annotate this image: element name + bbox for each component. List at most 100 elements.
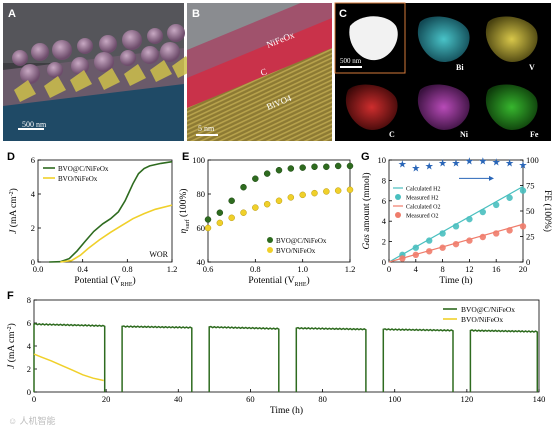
y-tick-label: 40 [197, 257, 206, 267]
panel-d-chart: D 0.0 0.4 0.8 1.2 0 2 4 6 Potential (VRHE) J (mA … [7, 151, 177, 288]
data-point-measured-h2 [506, 194, 513, 201]
data-point-measured-h2 [479, 208, 486, 216]
data-point-bvo-c-nifeox [252, 175, 259, 182]
y2-tick-label: 100 [526, 155, 539, 165]
panel-d-label: D [7, 151, 15, 163]
y-tick-label: 0 [27, 387, 31, 397]
legend-swatch [395, 194, 401, 200]
series-line-bvo-nifeox [60, 204, 173, 263]
panel-c-particle [349, 16, 398, 61]
legend-swatch [395, 212, 401, 218]
sem-particle [167, 24, 185, 42]
y-tick-label: 6 [27, 318, 31, 328]
data-point-measured-o2 [439, 244, 446, 251]
x-tick-label: 20 [102, 394, 111, 404]
data-point-measured-o2 [399, 255, 406, 262]
sem-particle [122, 30, 142, 50]
sem-particle [31, 43, 49, 61]
panel-c-map-bi-label: Bi [456, 63, 464, 72]
x-axis-label: Potential (VRHE) [248, 275, 309, 288]
sem-crystal [150, 60, 172, 82]
fe-star-point: ★ [519, 161, 528, 172]
y2-tick-label: 0 [526, 257, 530, 267]
panel-c-eds-maps: 500 nm Bi V C Ni Fe C [334, 2, 551, 141]
fe-star-point: ★ [398, 160, 407, 171]
y-axis-label: J (mA cm-2) [8, 188, 19, 234]
x-tick-label: 12 [465, 264, 474, 274]
data-point-measured-o2 [479, 233, 486, 241]
stability-segment-5 [382, 328, 454, 392]
fe-star-point: ★ [492, 158, 501, 169]
panel-e-chart: E 0.6 0.8 1.0 1.2 40 60 80 100 Potential (VRHE) η… [178, 151, 355, 288]
fe-star-point: ★ [465, 157, 474, 168]
x-tick-label: 40 [174, 394, 183, 404]
y-axis-label: J (mA cm-2) [6, 323, 17, 369]
y-tick-label: 2 [27, 364, 31, 374]
sem-crystal [98, 68, 120, 90]
stability-line-bvo-nifeox [33, 353, 104, 382]
y-tick-label: 60 [197, 223, 206, 233]
data-point-measured-o2 [519, 223, 527, 230]
y-tick-label: 4 [31, 189, 36, 199]
panel-a-sem-image: 500 nm A [3, 3, 194, 141]
x-tick-label: 80 [318, 394, 327, 404]
data-point-measured-o2 [426, 248, 433, 255]
sem-crystal [14, 80, 36, 102]
y-tick-label: 0 [31, 257, 35, 267]
panel-c-map-c [345, 84, 398, 130]
data-point-bvo-c-nifeox [346, 162, 354, 170]
data-point-bvo-nifeox [263, 200, 271, 208]
data-point-bvo-nifeox [240, 209, 247, 216]
fe-star-point: ★ [505, 159, 514, 170]
data-point-bvo-nifeox [323, 188, 330, 195]
y2-tick-label: 75 [526, 181, 535, 191]
panel-c-map-fe [485, 84, 538, 130]
legend-entry: Calculated H2 [406, 187, 441, 193]
panel-b-label: B [192, 8, 200, 20]
x-tick-label: 1.2 [345, 264, 356, 274]
series-line-bvo-c-nifeox [49, 160, 173, 263]
annotation-wor: WOR [149, 250, 168, 259]
legend-entry: Measured O2 [406, 214, 439, 220]
legend-swatch [267, 237, 273, 243]
fe-star-point: ★ [425, 162, 434, 173]
y-tick-label: 8 [382, 175, 386, 185]
data-point-bvo-nifeox [346, 186, 354, 193]
x-tick-label: 8 [440, 264, 444, 274]
sem-particle [120, 50, 136, 66]
panel-b-scale-text: 5 nm [198, 124, 215, 133]
panel-c-map-bi [417, 16, 470, 63]
x-tick-label: 1.0 [297, 264, 308, 274]
panel-c-label: C [339, 8, 347, 20]
sem-particle [20, 64, 40, 84]
panel-c-scale-bar [340, 66, 362, 68]
y-axis-label: ηsurf (100%) [178, 189, 191, 234]
panel-c-map-ni [417, 84, 470, 130]
x-tick-label: 1.2 [167, 264, 178, 274]
data-point-bvo-nifeox [275, 197, 283, 205]
data-point-bvo-nifeox [228, 214, 235, 222]
legend-entry: BVO/NiFeOx [58, 175, 98, 183]
panel-b-tem-image: NiFeOx C BiVO4 5 nm B [187, 3, 332, 141]
x-tick-label: 120 [460, 394, 473, 404]
data-point-measured-o2 [452, 240, 460, 248]
data-point-measured-h2 [452, 223, 460, 230]
panel-c-map-ni-label: Ni [460, 130, 469, 139]
y-tick-label: 4 [382, 216, 387, 226]
panel-a-label: A [8, 8, 16, 20]
data-point-bvo-c-nifeox [216, 209, 224, 216]
data-point-bvo-c-nifeox [311, 163, 318, 171]
y2-tick-label: 50 [526, 206, 535, 216]
panel-b-layer-c: C [259, 66, 268, 78]
fe-star-point: ★ [452, 159, 461, 170]
data-point-bvo-c-nifeox [240, 183, 247, 191]
panel-f-chart: F 0 20 40 60 80 100 120 140 0 2 4 6 8 Time (h) J (mA c… [6, 290, 545, 416]
data-point-bvo-c-nifeox [275, 166, 283, 174]
data-point-bvo-nifeox [252, 204, 259, 211]
data-point-measured-o2 [493, 230, 500, 237]
data-point-bvo-nifeox [287, 194, 295, 201]
plot-frame [207, 159, 351, 263]
x-tick-label: 0.8 [250, 264, 261, 274]
sem-particle [141, 46, 159, 64]
